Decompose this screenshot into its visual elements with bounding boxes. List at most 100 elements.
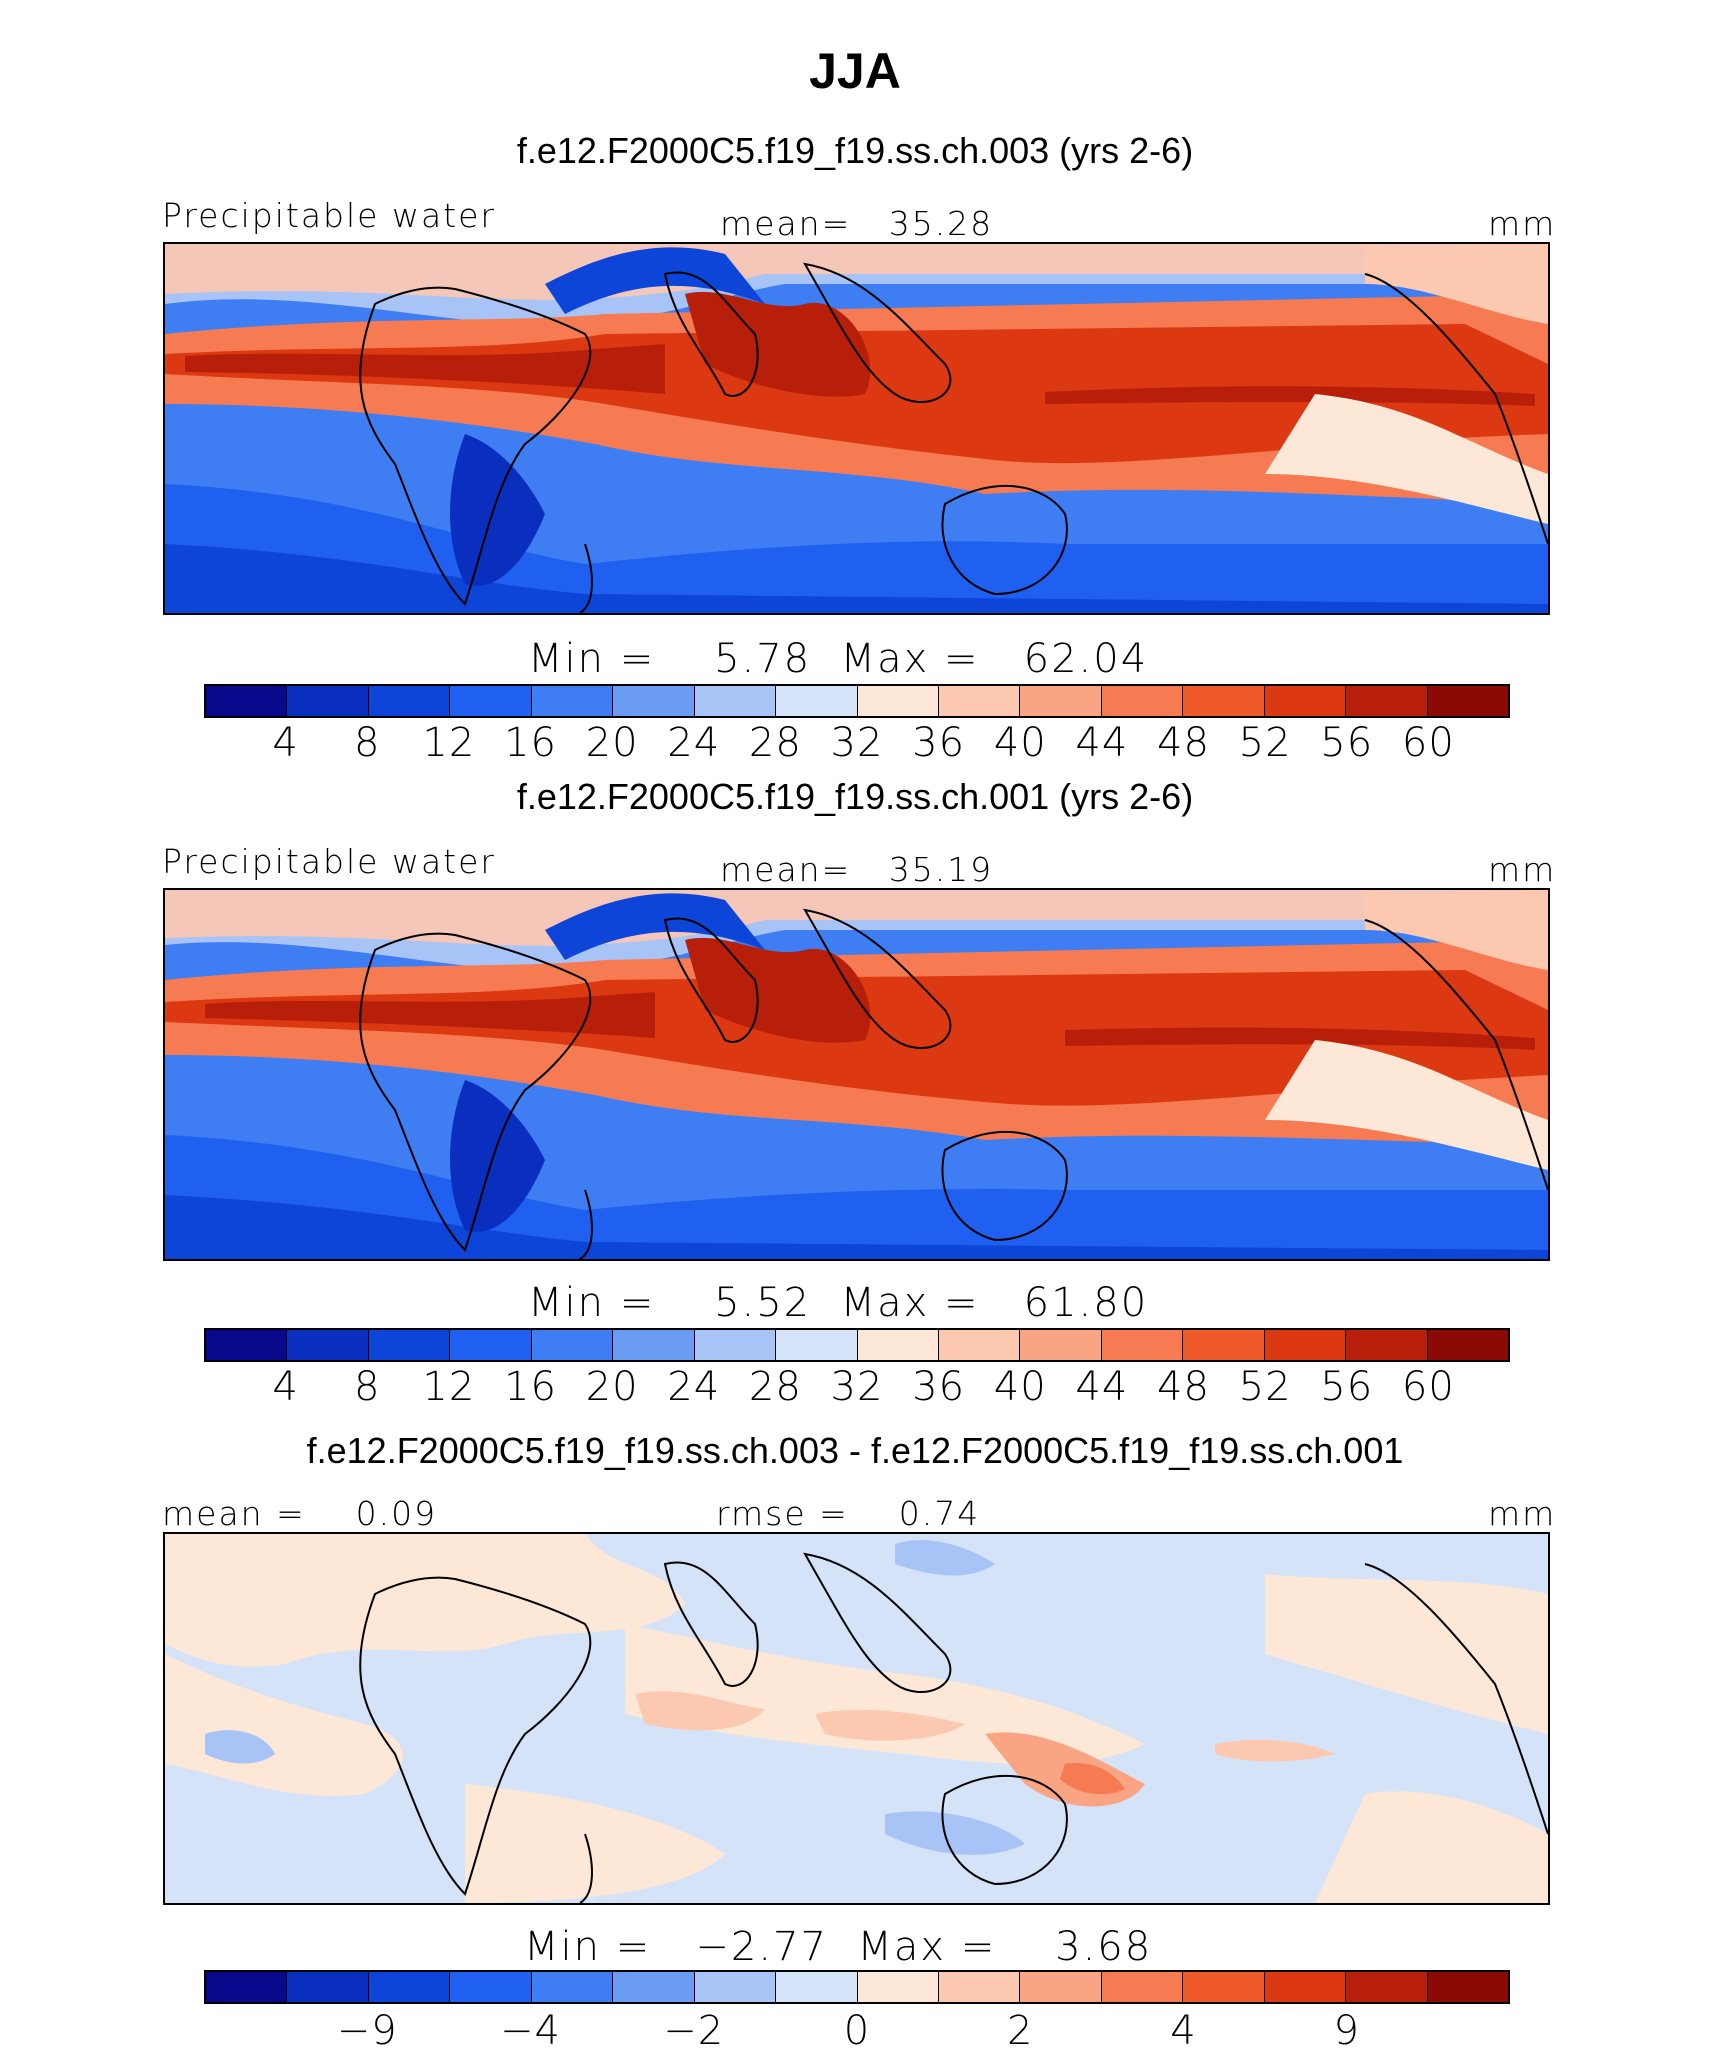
panel-2-colorbar — [204, 1328, 1510, 1362]
colorbar-tick-label: 20 — [585, 720, 639, 766]
colorbar-cell — [531, 686, 614, 716]
colorbar-tick-label: −2 — [663, 2008, 725, 2054]
panel-2-variable-label: Precipitable water — [162, 842, 496, 881]
colorbar-cell — [1264, 1330, 1347, 1360]
colorbar-cell — [1020, 686, 1102, 716]
colorbar-cell — [450, 1330, 532, 1360]
colorbar-tick-label: 36 — [912, 1364, 966, 1410]
colorbar-cell — [206, 686, 288, 716]
panel-3-rmse-label: rmse = 0.74 — [716, 1494, 981, 1533]
colorbar-tick-label: 52 — [1238, 720, 1292, 766]
panel-3-minmax: Min = −2.77 Max = 3.68 — [524, 1924, 1153, 1970]
colorbar-tick-label: 48 — [1157, 1364, 1210, 1410]
colorbar-cell — [857, 1972, 939, 2002]
colorbar-cell — [857, 686, 939, 716]
panel-3-colorbar-ticks: −9 −4 −2 0 2 4 9 — [204, 2008, 1510, 2054]
colorbar-tick-label: 4 — [1170, 2008, 1197, 2054]
colorbar-tick-label: 9 — [1333, 2008, 1360, 2054]
colorbar-tick-label: 12 — [422, 720, 476, 766]
colorbar-tick-label: 4 — [272, 1364, 299, 1410]
colorbar-cell — [1427, 1330, 1508, 1360]
colorbar-tick-label: 40 — [993, 1364, 1047, 1410]
colorbar-tick-label: 4 — [272, 720, 299, 766]
panel-1-minmax: Min = 5.78 Max = 62.04 — [528, 636, 1149, 682]
colorbar-tick-label: 12 — [422, 1364, 476, 1410]
colorbar-cell — [1346, 686, 1428, 716]
colorbar-tick-label: 0 — [843, 2008, 871, 2054]
colorbar-cell — [938, 1330, 1021, 1360]
colorbar-tick-label: 60 — [1401, 720, 1455, 766]
colorbar-tick-label: 8 — [354, 720, 381, 766]
panel-1-units-label: mm — [1488, 204, 1557, 243]
colorbar-tick-label: 32 — [830, 1364, 884, 1410]
colorbar-tick-label: 48 — [1157, 720, 1210, 766]
colorbar-cell — [1346, 1972, 1428, 2002]
colorbar-cell — [694, 1972, 777, 2002]
colorbar-cell — [287, 1330, 369, 1360]
colorbar-tick-label: 16 — [504, 720, 557, 766]
colorbar-cell — [1264, 686, 1347, 716]
colorbar-cell — [1183, 1972, 1265, 2002]
colorbar-cell — [1264, 1972, 1347, 2002]
colorbar-cell — [613, 1330, 695, 1360]
colorbar-tick-label: 44 — [1075, 1364, 1129, 1410]
colorbar-cell — [1183, 686, 1265, 716]
colorbar-cell — [368, 1972, 451, 2002]
colorbar-cell — [938, 1972, 1021, 2002]
colorbar-tick-label: 2 — [1007, 2008, 1034, 2054]
colorbar-tick-label: 16 — [504, 1364, 557, 1410]
panel-2-units-label: mm — [1488, 850, 1557, 889]
colorbar-tick-label: 32 — [830, 720, 884, 766]
panel-1-colorbar — [204, 684, 1510, 718]
panel-3-title: f.e12.F2000C5.f19_f19.ss.ch.003 - f.e12.… — [306, 1430, 1404, 1471]
colorbar-tick-label: 44 — [1075, 720, 1129, 766]
colorbar-cell — [287, 686, 369, 716]
colorbar-tick-label: 56 — [1320, 1364, 1374, 1410]
colorbar-tick-label: 20 — [585, 1364, 639, 1410]
colorbar-cell — [694, 686, 777, 716]
colorbar-cell — [368, 686, 451, 716]
colorbar-tick-label: −4 — [500, 2008, 561, 2054]
colorbar-cell — [1101, 686, 1184, 716]
panel-3-map — [163, 1532, 1550, 1905]
colorbar-cell — [1101, 1972, 1184, 2002]
panel-3-colorbar — [204, 1970, 1510, 2004]
panel-2-mean-label: mean= 35.19 — [720, 850, 994, 889]
colorbar-tick-label: 56 — [1320, 720, 1374, 766]
colorbar-cell — [776, 686, 858, 716]
colorbar-cell — [287, 1972, 369, 2002]
colorbar-cell — [694, 1330, 777, 1360]
colorbar-cell — [531, 1972, 614, 2002]
colorbar-cell — [1427, 1972, 1508, 2002]
panel-1-map — [163, 242, 1550, 615]
panel-1-colorbar-ticks: 4 8 12 16 20 24 28 32 36 40 44 48 52 56 60 — [204, 720, 1510, 766]
colorbar-cell — [206, 1330, 288, 1360]
colorbar-tick-label: 28 — [748, 720, 802, 766]
colorbar-cell — [368, 1330, 451, 1360]
colorbar-tick-label: 8 — [354, 1364, 381, 1410]
colorbar-cell — [938, 686, 1021, 716]
colorbar-cell — [613, 1972, 695, 2002]
colorbar-cell — [1020, 1330, 1102, 1360]
colorbar-cell — [206, 1972, 288, 2002]
panel-2-minmax: Min = 5.52 Max = 61.80 — [528, 1280, 1149, 1326]
panel-1-variable-label: Precipitable water — [162, 196, 496, 235]
colorbar-tick-label: 28 — [748, 1364, 802, 1410]
panel-2-colorbar-ticks: 4 8 12 16 20 24 28 32 36 40 44 48 52 56 60 — [204, 1364, 1510, 1410]
colorbar-tick-label: 60 — [1401, 1364, 1455, 1410]
panel-1-mean-label: mean= 35.28 — [720, 204, 994, 243]
colorbar-cell — [1183, 1330, 1265, 1360]
colorbar-cell — [450, 686, 532, 716]
colorbar-tick-label: 52 — [1238, 1364, 1292, 1410]
panel-2-map — [163, 888, 1550, 1261]
colorbar-tick-label: 36 — [912, 720, 966, 766]
colorbar-cell — [531, 1330, 614, 1360]
panel-2-title: f.e12.F2000C5.f19_f19.ss.ch.001 (yrs 2-6… — [516, 776, 1194, 817]
colorbar-cell — [1020, 1972, 1102, 2002]
colorbar-cell — [776, 1330, 858, 1360]
colorbar-cell — [1346, 1330, 1428, 1360]
panel-3-units-label: mm — [1488, 1494, 1557, 1533]
colorbar-cell — [1101, 1330, 1184, 1360]
colorbar-cell — [776, 1972, 858, 2002]
colorbar-tick-label: 40 — [993, 720, 1047, 766]
